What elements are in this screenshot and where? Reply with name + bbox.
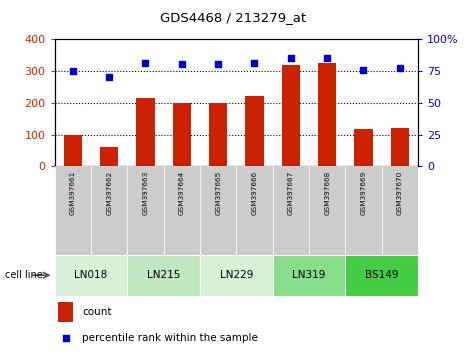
Point	[178, 62, 186, 67]
Bar	[273, 255, 345, 296]
Point	[287, 55, 294, 61]
Point	[142, 60, 149, 66]
Text: LN215: LN215	[147, 270, 180, 280]
Bar	[55, 166, 91, 255]
Point	[396, 65, 404, 71]
Point	[360, 67, 367, 72]
Text: GSM397669: GSM397669	[361, 171, 367, 215]
Text: GSM397664: GSM397664	[179, 171, 185, 215]
Text: GSM397668: GSM397668	[324, 171, 330, 215]
Bar	[209, 103, 227, 166]
Bar	[173, 103, 191, 166]
Bar	[127, 166, 163, 255]
Bar	[136, 98, 154, 166]
Text: GDS4468 / 213279_at: GDS4468 / 213279_at	[160, 11, 306, 24]
Text: GSM397662: GSM397662	[106, 171, 112, 215]
Point	[105, 74, 113, 80]
Bar	[318, 63, 336, 166]
Point	[62, 336, 69, 341]
Point	[323, 55, 331, 61]
Text: count: count	[82, 307, 111, 317]
Bar	[200, 166, 237, 255]
Bar	[237, 166, 273, 255]
Bar	[100, 147, 118, 166]
Bar	[381, 166, 418, 255]
Text: GSM397665: GSM397665	[215, 171, 221, 215]
Bar	[163, 166, 200, 255]
Bar	[345, 255, 418, 296]
Text: LN319: LN319	[292, 270, 326, 280]
Bar	[91, 166, 127, 255]
Bar	[273, 166, 309, 255]
Text: GSM397663: GSM397663	[142, 171, 149, 215]
Bar	[391, 128, 409, 166]
Point	[251, 60, 258, 66]
Bar	[345, 166, 381, 255]
Text: BS149: BS149	[365, 270, 399, 280]
Bar	[309, 166, 345, 255]
Text: GSM397661: GSM397661	[70, 171, 76, 215]
Text: percentile rank within the sample: percentile rank within the sample	[82, 333, 258, 343]
Bar	[127, 255, 200, 296]
Bar	[282, 65, 300, 166]
Text: GSM397670: GSM397670	[397, 171, 403, 215]
Text: cell line: cell line	[5, 270, 42, 280]
Bar	[354, 129, 372, 166]
Point	[69, 68, 76, 74]
Text: GSM397667: GSM397667	[288, 171, 294, 215]
Point	[214, 62, 222, 67]
Bar	[58, 302, 73, 322]
Bar	[200, 255, 273, 296]
Text: LN018: LN018	[74, 270, 107, 280]
Text: LN229: LN229	[219, 270, 253, 280]
Bar	[246, 96, 264, 166]
Bar	[55, 255, 127, 296]
Bar	[64, 135, 82, 166]
Text: GSM397666: GSM397666	[251, 171, 257, 215]
